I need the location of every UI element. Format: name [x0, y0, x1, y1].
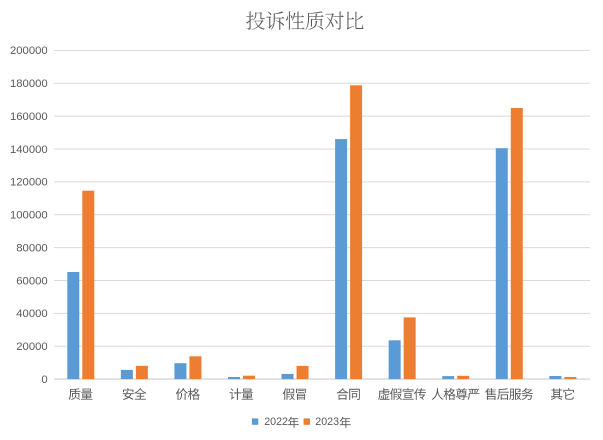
- svg-text:80000: 80000: [16, 242, 47, 254]
- svg-text:40000: 40000: [16, 308, 47, 320]
- svg-text:120000: 120000: [10, 177, 48, 189]
- svg-text:0: 0: [41, 374, 47, 386]
- svg-text:2023: 2023: [315, 416, 339, 428]
- svg-text:2022: 2022: [264, 416, 288, 428]
- svg-text:20000: 20000: [16, 341, 47, 353]
- svg-text:160000: 160000: [10, 111, 48, 123]
- svg-text:60000: 60000: [16, 275, 47, 287]
- svg-text:200000: 200000: [10, 45, 48, 57]
- svg-text:180000: 180000: [10, 78, 48, 90]
- svg-text:140000: 140000: [10, 144, 48, 156]
- svg-text:100000: 100000: [10, 210, 48, 222]
